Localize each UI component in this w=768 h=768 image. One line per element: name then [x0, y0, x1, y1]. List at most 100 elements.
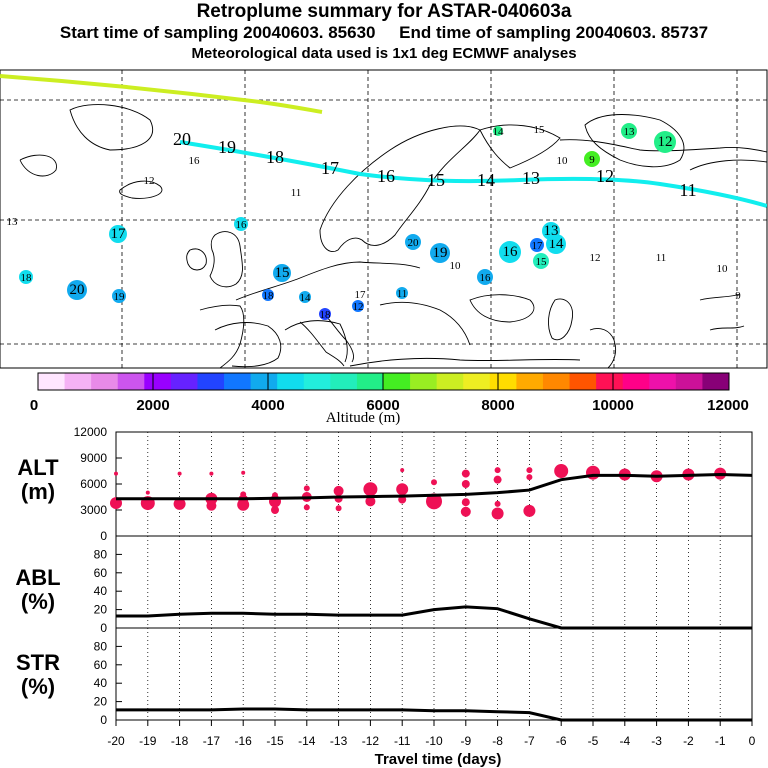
trajectory-label-11: 11 [679, 180, 696, 200]
x-tick-label: -12 [362, 734, 380, 748]
x-axis-ticks: -20 -19 -18 -17 -16 -15 -14 -13 -12 -11 -10 -9 -8 -7-… [107, 720, 756, 748]
cluster-20: 20 [405, 234, 421, 250]
x-tick-label: -4 [619, 734, 630, 748]
x-axis-title: Travel time (days) [375, 751, 502, 768]
cluster-11: 11 [396, 287, 408, 300]
cluster-label: 14 [493, 126, 505, 138]
cluster-dot [491, 507, 504, 520]
cluster-label: 17 [355, 289, 367, 301]
cluster-label: 9 [735, 290, 741, 302]
cluster-16: 16 [477, 269, 493, 285]
cluster-19: 19 [112, 289, 126, 303]
cluster-12: 12 [654, 131, 676, 153]
cluster-circle [319, 308, 331, 320]
cluster-circle [19, 270, 33, 284]
cluster-dot [400, 468, 405, 473]
cluster-16: 16 [499, 241, 521, 263]
cluster-label: 18 [21, 272, 33, 284]
cluster-dot [173, 497, 186, 510]
cluster-circle [396, 287, 408, 299]
cluster-dot [554, 464, 569, 478]
met-data-note: Meteorological data used is 1x1 deg ECMW… [191, 45, 577, 62]
colorbar-swatch [569, 373, 597, 390]
trajectory-label-17: 17 [321, 158, 339, 178]
y-tick-label: 60 [94, 658, 108, 672]
cluster-18: 18 [262, 289, 274, 302]
cluster-dot [461, 469, 470, 478]
cluster-15: 15 [273, 264, 291, 282]
colorbar-title: Altitude (m) [326, 410, 401, 426]
alt-label: ALT [17, 455, 59, 480]
colorbar-swatch [542, 373, 571, 390]
cluster-circle [530, 238, 544, 252]
colorbar-swatch [170, 373, 198, 390]
cluster-17: 17 [355, 289, 367, 301]
x-tick-label: -15 [266, 734, 284, 748]
y-tick-label: 20 [94, 695, 108, 709]
colorbar-swatch [250, 373, 278, 390]
cluster-marks [110, 464, 727, 520]
cluster-dot [335, 505, 342, 512]
y-tick-label: 40 [94, 676, 108, 690]
x-tick-label: -8 [492, 734, 503, 748]
trajectory-label-15: 15 [427, 170, 445, 190]
colorbar-swatch [702, 373, 730, 390]
cluster-9: 9 [735, 290, 741, 302]
cluster-label: 17 [532, 240, 544, 252]
cluster-label: 16 [236, 219, 248, 231]
colorbar-tick-label: 8000 [481, 397, 514, 414]
cluster-dot [494, 500, 501, 507]
abl-label: ABL [15, 565, 60, 590]
y-tick-label: 80 [94, 639, 108, 653]
panel-frame [115, 627, 753, 721]
cluster-11: 11 [291, 187, 302, 199]
y-tick-label: 3000 [80, 503, 107, 517]
cluster-label: 18 [263, 290, 275, 302]
cluster-15: 15 [533, 253, 549, 269]
sampling-times: Start time of sampling 20040603. 85630 E… [59, 23, 709, 42]
cluster-circle [299, 291, 311, 303]
cluster-circle [262, 289, 274, 301]
map-frame [0, 69, 768, 369]
cluster-label: 19 [433, 245, 448, 261]
colorbar-swatch [224, 373, 252, 390]
x-tick-label: -18 [171, 734, 189, 748]
colorbar-swatch [197, 373, 225, 390]
cluster-label: 10 [557, 155, 569, 167]
panel-abl: 0 20 40 60 80 [94, 535, 753, 635]
cluster-circle [109, 225, 127, 243]
x-tick-label: -16 [235, 734, 253, 748]
x-tick-label: -2 [683, 734, 694, 748]
cluster-dot [365, 496, 376, 507]
trajectory-label-19: 19 [218, 137, 236, 157]
cluster-circle [430, 243, 450, 263]
cluster-circle [405, 234, 421, 250]
x-tick-label: -6 [556, 734, 567, 748]
colorbar-swatch [675, 373, 703, 390]
panel-gridlines [147, 536, 721, 628]
colorbar-swatch [622, 373, 650, 390]
cluster-label: 14 [300, 292, 312, 304]
colorbar-ticks: 0 2000 4000 6000 8000 10000 12000 [30, 373, 749, 414]
cluster-10: 10 [450, 260, 462, 272]
cluster-label: 10 [450, 260, 462, 272]
cluster-label: 16 [189, 155, 201, 167]
colorbar-tick-label: 4000 [251, 397, 284, 414]
str-label: STR [16, 650, 60, 675]
cluster-dot [177, 471, 182, 476]
cluster-circle [477, 269, 493, 285]
colorbar-swatch [144, 373, 172, 390]
cluster-dot [237, 498, 250, 511]
cluster-circle [352, 300, 364, 312]
time-series-panels: 0 3000 6000 9000 12000 0 20 40 60 80 0 20 40 60 80 [74, 425, 753, 727]
cluster-label: 13 [7, 216, 19, 228]
cluster-dot [494, 467, 501, 474]
cluster-dot [523, 504, 536, 517]
cluster-9: 9 [584, 151, 600, 167]
colorbar-swatch [649, 373, 677, 390]
chart-title: Retroplume summary for ASTAR-040603a [196, 1, 572, 22]
cluster-17: 17 [530, 238, 544, 252]
cluster-12: 12 [352, 300, 364, 313]
